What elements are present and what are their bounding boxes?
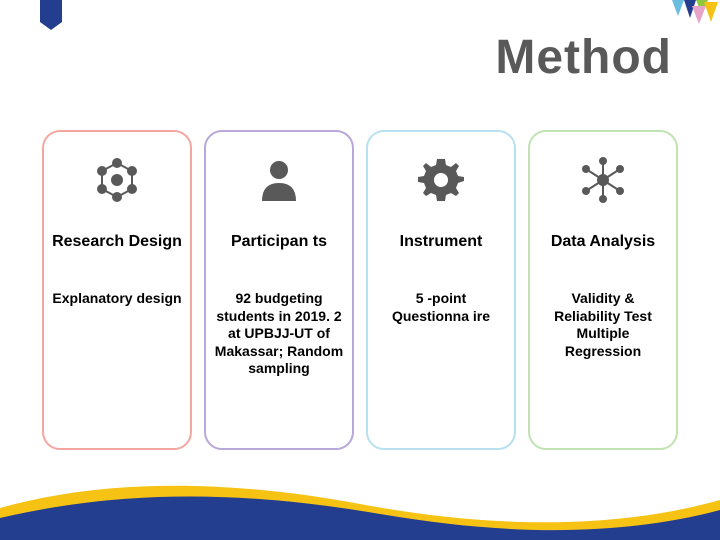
- bottom-wave: [0, 460, 720, 540]
- card-body: 5 -point Questionna ire: [376, 290, 506, 325]
- card-title: Research Design: [52, 222, 182, 262]
- bookmark-decoration: [40, 0, 62, 30]
- card-title: Instrument: [400, 222, 483, 262]
- card-body: Validity & Reliability Test Multiple Reg…: [538, 290, 668, 360]
- network-icon: [578, 152, 628, 208]
- card-title: Data Analysis: [551, 222, 655, 262]
- slide: Method: [0, 0, 720, 540]
- card-title: Participan ts: [231, 222, 327, 262]
- card-body: Explanatory design: [52, 290, 181, 308]
- slide-title: Method: [495, 30, 672, 85]
- card-data-analysis: Data Analysis Validity & Reliability Tes…: [528, 130, 678, 450]
- card-body: 92 budgeting students in 2019. 2 at UPBJ…: [214, 290, 344, 378]
- person-icon: [256, 152, 302, 208]
- card-instrument: Instrument 5 -point Questionna ire: [366, 130, 516, 450]
- cards-row: Research Design Explanatory design Parti…: [42, 130, 678, 450]
- card-research-design: Research Design Explanatory design: [42, 130, 192, 450]
- atom-icon: [92, 152, 142, 208]
- card-participants: Participan ts 92 budgeting students in 2…: [204, 130, 354, 450]
- gear-icon: [416, 152, 466, 208]
